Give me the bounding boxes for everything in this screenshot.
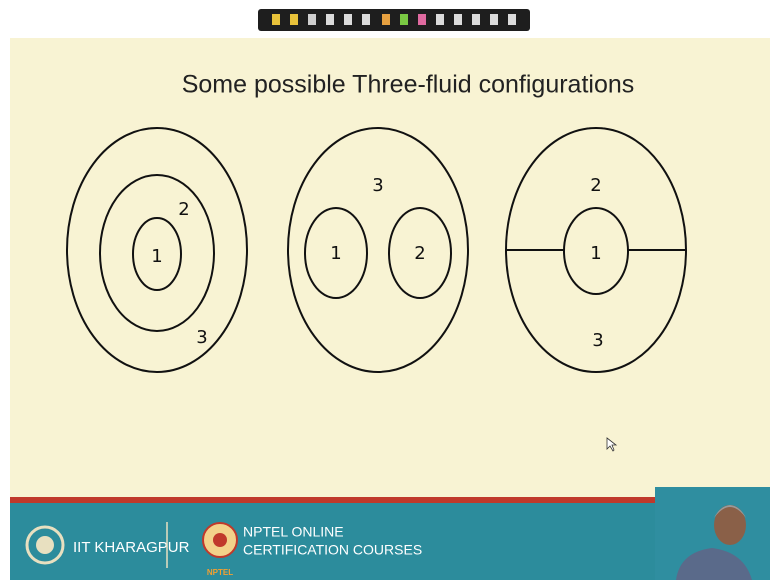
program-line: CERTIFICATION COURSES xyxy=(243,542,422,558)
logo-core xyxy=(36,536,54,554)
tool-icon[interactable] xyxy=(400,14,408,25)
fluid-label: 3 xyxy=(196,327,207,348)
tool-icon[interactable] xyxy=(362,14,370,25)
toolbar-bg xyxy=(258,9,530,31)
tool-icon[interactable] xyxy=(308,14,316,25)
fluid-label: 1 xyxy=(590,243,601,264)
fluid-label: 2 xyxy=(414,243,425,264)
slide-title: Some possible Three-fluid configurations xyxy=(182,71,635,99)
institute-name: IIT KHARAGPUR xyxy=(73,539,190,556)
tool-icon[interactable] xyxy=(508,14,516,25)
fluid-label: 2 xyxy=(590,175,601,196)
tool-icon[interactable] xyxy=(326,14,334,25)
fluid-label: 1 xyxy=(330,243,341,264)
tool-icon[interactable] xyxy=(290,14,298,25)
program-line: NPTEL ONLINE xyxy=(243,524,344,540)
fluid-label: 2 xyxy=(178,199,189,220)
tool-icon[interactable] xyxy=(454,14,462,25)
nptel-logo xyxy=(203,523,237,557)
tool-icon[interactable] xyxy=(272,14,280,25)
tool-icon[interactable] xyxy=(418,14,426,25)
fluid-label: 1 xyxy=(151,246,162,267)
tool-icon[interactable] xyxy=(472,14,480,25)
tool-icon[interactable] xyxy=(344,14,352,25)
annotation-toolbar xyxy=(258,9,530,31)
fluid-label: 3 xyxy=(592,330,603,351)
fluid-label: 3 xyxy=(372,175,383,196)
tool-icon[interactable] xyxy=(382,14,390,25)
speaker-video xyxy=(655,487,770,580)
logo-core xyxy=(213,533,227,547)
tool-icon[interactable] xyxy=(490,14,498,25)
tool-icon[interactable] xyxy=(436,14,444,25)
slide-frame: Some possible Three-fluid configurations… xyxy=(0,0,770,580)
nptel-logo-text: NPTEL xyxy=(207,568,233,577)
